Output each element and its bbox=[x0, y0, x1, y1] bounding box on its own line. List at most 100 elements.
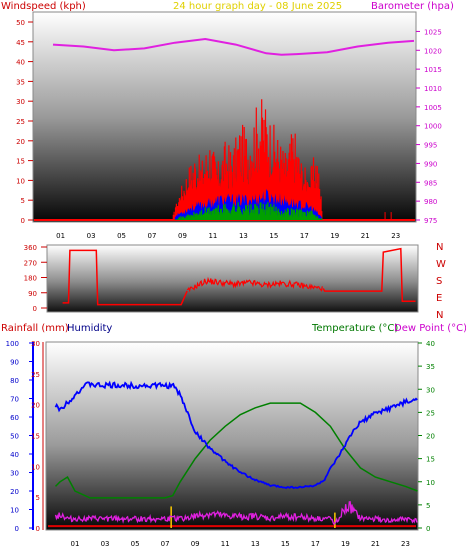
windspeed-tick-label: 45 bbox=[16, 39, 25, 47]
windspeed-axis-label: Windspeed (kph) bbox=[1, 1, 86, 12]
humidity-tick-label: 70 bbox=[10, 396, 19, 404]
compass-letter: W bbox=[436, 259, 446, 270]
rainfall-tick-label: 30 bbox=[31, 340, 40, 348]
humidity-series bbox=[54, 380, 418, 490]
wind-direction-series-early bbox=[62, 249, 188, 306]
compass-letter: N bbox=[436, 242, 443, 253]
barometer-axis-label: Barometer (hpa) bbox=[371, 1, 454, 12]
barometer-tick-label: 1010 bbox=[424, 85, 442, 93]
humidity-tick-label: 50 bbox=[10, 433, 19, 441]
humidity-tick-label: 0 bbox=[15, 525, 19, 533]
barometer-tick-label: 980 bbox=[424, 198, 437, 206]
dewpoint-axis-label: Dew Point (°C) bbox=[394, 323, 466, 334]
temp-hour-tick-label: 23 bbox=[401, 540, 410, 548]
temperature-humidity-panel: Rainfall (mm) Humidity Temperature (°C) … bbox=[1, 323, 466, 548]
rainfall-axis-label: Rainfall (mm) bbox=[1, 323, 69, 334]
dewpoint-series bbox=[54, 501, 418, 526]
humidity-tick-label: 30 bbox=[10, 470, 19, 478]
direction-tick-label: 0 bbox=[33, 305, 37, 313]
wind-direction-series-late bbox=[322, 247, 416, 302]
humidity-tick-label: 20 bbox=[10, 488, 19, 496]
barometer-tick-label: 990 bbox=[424, 160, 437, 168]
temp-hour-tick-label: 11 bbox=[221, 540, 230, 548]
rainfall-tick-label: 0 bbox=[36, 525, 40, 533]
compass-letter: N bbox=[436, 310, 443, 321]
temp-hour-tick-label: 05 bbox=[131, 540, 140, 548]
windspeed-tick-label: 10 bbox=[16, 177, 25, 185]
humidity-tick-label: 100 bbox=[6, 340, 19, 348]
windspeed-tick-label: 20 bbox=[16, 138, 25, 146]
rainfall-tick-label: 5 bbox=[36, 494, 40, 502]
temp-hour-tick-label: 07 bbox=[161, 540, 170, 548]
windspeed-tick-label: 35 bbox=[16, 78, 25, 86]
wind-hour-tick-label: 01 bbox=[56, 232, 65, 240]
temperature-series bbox=[54, 402, 418, 499]
wind-hour-tick-label: 17 bbox=[300, 232, 309, 240]
temperature-tick-label: 30 bbox=[426, 386, 435, 394]
graph-title: 24 hour graph day - 08 June 2025 bbox=[173, 1, 342, 12]
temp-hour-tick-label: 09 bbox=[191, 540, 200, 548]
rainfall-tick-label: 15 bbox=[31, 433, 40, 441]
barometer-tick-label: 1005 bbox=[424, 104, 442, 112]
barometer-tick-label: 975 bbox=[424, 217, 437, 225]
humidity-tick-label: 90 bbox=[10, 359, 19, 367]
barometer-tick-label: 995 bbox=[424, 142, 437, 150]
humidity-tick-label: 40 bbox=[10, 451, 19, 459]
temperature-tick-label: 0 bbox=[426, 525, 430, 533]
temp-plot-area bbox=[45, 341, 419, 531]
temperature-axis-label: Temperature (°C) bbox=[311, 323, 398, 334]
rainfall-tick-label: 25 bbox=[31, 371, 40, 379]
wind-barometer-panel: Windspeed (kph) 24 hour graph day - 08 J… bbox=[1, 1, 454, 240]
wind-direction-series-day bbox=[186, 276, 323, 293]
windspeed-tick-label: 5 bbox=[21, 197, 25, 205]
wind-hour-tick-label: 09 bbox=[178, 232, 187, 240]
temp-hour-tick-label: 03 bbox=[101, 540, 110, 548]
compass-letter: E bbox=[436, 293, 442, 304]
direction-plot-area bbox=[46, 244, 419, 313]
windspeed-tick-label: 15 bbox=[16, 158, 25, 166]
temperature-tick-label: 40 bbox=[426, 340, 435, 348]
windspeed-tick-label: 50 bbox=[16, 19, 25, 27]
wind-hour-tick-label: 19 bbox=[330, 232, 339, 240]
wind-hour-tick-label: 13 bbox=[239, 232, 248, 240]
temperature-tick-label: 35 bbox=[426, 363, 435, 371]
windspeed-tick-label: 40 bbox=[16, 59, 25, 67]
wind-hour-tick-label: 05 bbox=[117, 232, 126, 240]
temperature-tick-label: 15 bbox=[426, 456, 435, 464]
temp-hour-tick-label: 13 bbox=[251, 540, 260, 548]
temp-hour-tick-label: 01 bbox=[71, 540, 80, 548]
humidity-tick-label: 60 bbox=[10, 414, 19, 422]
temp-hour-tick-label: 15 bbox=[281, 540, 290, 548]
windspeed-tick-label: 30 bbox=[16, 98, 25, 106]
barometer-tick-label: 1020 bbox=[424, 47, 442, 55]
wind-hour-tick-label: 03 bbox=[87, 232, 96, 240]
temp-hour-tick-label: 21 bbox=[371, 540, 380, 548]
windspeed-tick-label: 25 bbox=[16, 118, 25, 126]
wind-hour-tick-label: 23 bbox=[391, 232, 400, 240]
temp-hour-tick-label: 19 bbox=[341, 540, 350, 548]
wind-hour-tick-label: 07 bbox=[148, 232, 157, 240]
barometer-tick-label: 1000 bbox=[424, 123, 442, 131]
temperature-tick-label: 10 bbox=[426, 479, 435, 487]
compass-letter: S bbox=[436, 276, 442, 287]
direction-tick-label: 360 bbox=[24, 244, 37, 252]
barometer-tick-label: 1015 bbox=[424, 66, 442, 74]
humidity-axis-label: Humidity bbox=[67, 323, 112, 334]
direction-tick-label: 90 bbox=[28, 290, 37, 298]
direction-tick-label: 180 bbox=[24, 275, 37, 283]
rainfall-tick-label: 10 bbox=[31, 463, 40, 471]
windspeed-tick-label: 0 bbox=[21, 217, 25, 225]
temperature-tick-label: 20 bbox=[426, 433, 435, 441]
wind-hour-tick-label: 21 bbox=[361, 232, 370, 240]
wind-hour-tick-label: 15 bbox=[269, 232, 278, 240]
rainfall-tick-label: 20 bbox=[31, 402, 40, 410]
barometer-tick-label: 985 bbox=[424, 179, 437, 187]
humidity-tick-label: 10 bbox=[10, 507, 19, 515]
temperature-tick-label: 25 bbox=[426, 409, 435, 417]
temp-hour-tick-label: 17 bbox=[311, 540, 320, 548]
humidity-tick-label: 80 bbox=[10, 377, 19, 385]
barometer-tick-label: 1025 bbox=[424, 28, 442, 36]
direction-tick-label: 270 bbox=[24, 259, 37, 267]
